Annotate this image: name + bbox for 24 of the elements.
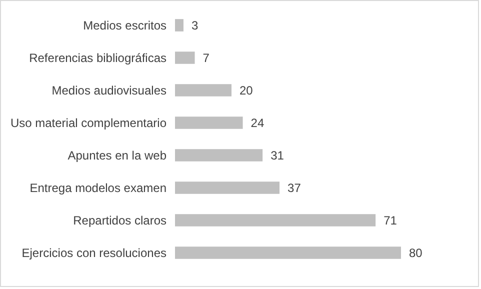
y-tick-label: Ejercicios con resoluciones bbox=[22, 246, 166, 260]
y-tick-label: Entrega modelos examen bbox=[30, 180, 166, 195]
data-label: 20 bbox=[240, 83, 254, 98]
y-tick-label: Medios audiovisuales bbox=[52, 83, 166, 98]
y-tick-label: Referencias bibliográficas bbox=[29, 50, 166, 65]
bar bbox=[175, 214, 376, 226]
bar bbox=[175, 149, 263, 162]
data-label: 3 bbox=[191, 18, 198, 32]
y-tick-label: Medios escritos bbox=[83, 18, 166, 32]
bar bbox=[175, 116, 243, 129]
data-label: 24 bbox=[250, 116, 264, 130]
y-tick-label: Repartidos claros bbox=[73, 213, 166, 228]
data-label: 7 bbox=[202, 50, 210, 65]
bar bbox=[175, 182, 280, 194]
data-label: 37 bbox=[288, 180, 302, 195]
bar bbox=[175, 19, 184, 32]
y-tick-label: Uso material complementario bbox=[10, 116, 167, 130]
bar bbox=[175, 246, 401, 259]
data-label: 31 bbox=[270, 148, 284, 162]
bar bbox=[175, 52, 195, 64]
data-label: 80 bbox=[409, 246, 423, 260]
data-label: 71 bbox=[384, 213, 398, 228]
y-tick-label: Apuntes en la web bbox=[68, 148, 167, 162]
bar bbox=[175, 84, 232, 96]
